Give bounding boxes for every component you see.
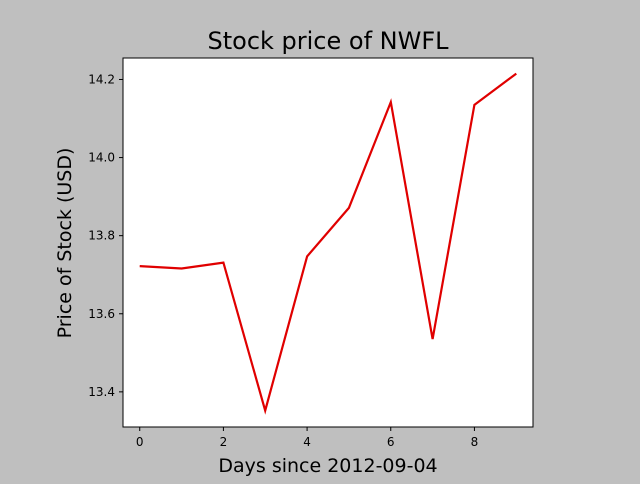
chart-title: Stock price of NWFL — [207, 27, 449, 55]
x-tick-label: 0 — [136, 435, 144, 449]
y-axis-ticks: 13.4 13.6 13.8 14.0 14.2 — [88, 72, 123, 399]
x-tick-label: 6 — [387, 435, 395, 449]
plot-area — [122, 57, 534, 428]
series-line — [139, 72, 517, 415]
y-tick-label: 14.0 — [88, 151, 115, 165]
y-tick-label: 13.8 — [88, 229, 115, 243]
x-tick-label: 4 — [303, 435, 311, 449]
y-tick-label: 13.6 — [88, 307, 115, 321]
y-tick-label: 13.4 — [88, 385, 115, 399]
x-tick-label: 2 — [220, 435, 228, 449]
y-axis-label: Price of Stock (USD) — [54, 148, 76, 339]
series-group — [139, 72, 517, 415]
y-tick-label: 14.2 — [88, 72, 115, 86]
x-axis-label: Days since 2012-09-04 — [218, 455, 437, 477]
x-axis-ticks: 0 2 4 6 8 — [136, 427, 478, 449]
x-tick-label: 8 — [471, 435, 479, 449]
